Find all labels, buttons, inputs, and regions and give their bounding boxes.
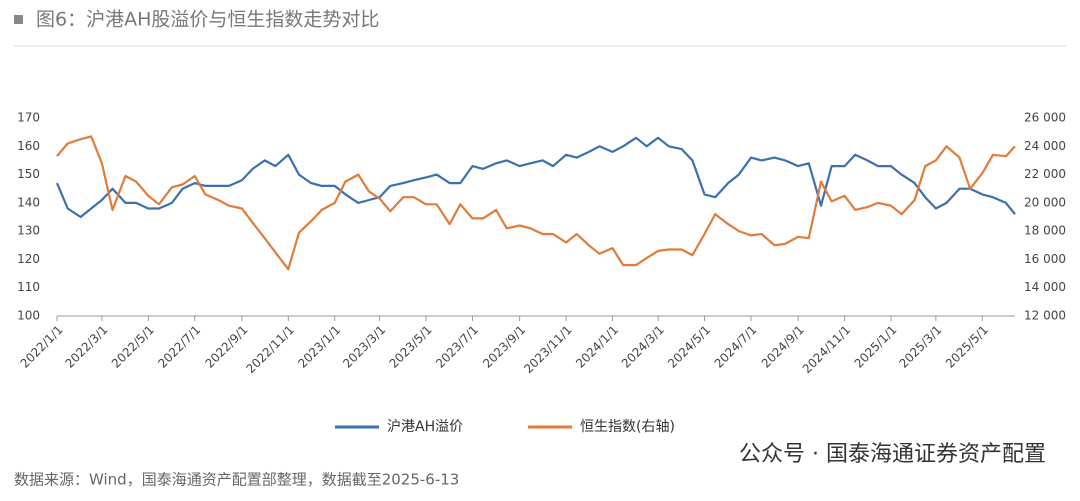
x-tick-label: 2023/3/1: [340, 323, 388, 371]
x-tick-label: 2022/1/1: [18, 323, 66, 371]
x-tick-label: 2023/9/1: [480, 323, 528, 371]
x-tick-label: 2024/11/1: [800, 323, 853, 376]
x-tick-label: 2024/7/1: [712, 323, 760, 371]
x-tick-label: 2023/1/1: [295, 323, 343, 371]
y2-tick-label: 18 000: [1024, 224, 1066, 238]
x-tick-label: 2022/9/1: [202, 323, 250, 371]
y-tick-label: 140: [17, 195, 40, 209]
x-tick-label: 2025/3/1: [896, 323, 944, 371]
x-tick-label: 2025/1/1: [852, 323, 900, 371]
y-tick-label: 160: [17, 139, 40, 153]
x-tick-label: 2025/5/1: [943, 323, 991, 371]
legend-label: 沪港AH溢价: [387, 419, 463, 435]
y2-tick-label: 12 000: [1024, 309, 1066, 323]
x-tick-label: 2023/7/1: [433, 323, 481, 371]
y2-tick-label: 24 000: [1024, 139, 1066, 153]
y-tick-label: 130: [17, 224, 40, 238]
y-tick-label: 120: [17, 252, 40, 266]
chart-title: 图6：沪港AH股溢价与恒生指数走势对比: [36, 9, 379, 31]
source: 数据来源：Wind，国泰海通资产配置部整理，数据截至2025-6-13: [14, 471, 459, 489]
legend-label: 恒生指数(右轴): [580, 419, 675, 435]
y2-tick-label: 14 000: [1024, 280, 1066, 294]
y-tick-label: 100: [17, 309, 40, 323]
watermark: 公众号 · 国泰海通证券资产配置: [739, 442, 1046, 467]
x-tick-label: 2022/11/1: [244, 323, 297, 376]
y-tick-label: 150: [17, 167, 40, 181]
x-tick-label: 2023/5/1: [387, 323, 435, 371]
x-tick-label: 2024/9/1: [759, 323, 807, 371]
x-tick-label: 2022/7/1: [155, 323, 203, 371]
y2-tick-label: 16 000: [1024, 252, 1066, 266]
title-marker: [14, 15, 23, 24]
series-line: [56, 135, 1016, 271]
series-line: [55, 136, 1016, 219]
x-tick-label: 2024/5/1: [665, 323, 713, 371]
y-tick-label: 110: [17, 280, 40, 294]
y2-tick-label: 22 000: [1024, 167, 1066, 181]
x-tick-label: 2024/1/1: [573, 323, 621, 371]
y2-tick-label: 26 000: [1024, 111, 1066, 125]
x-tick-label: 2022/3/1: [62, 323, 110, 371]
x-tick-label: 2022/5/1: [109, 323, 157, 371]
x-tick-label: 2024/3/1: [619, 323, 667, 371]
y-tick-label: 170: [17, 111, 40, 125]
y2-tick-label: 20 000: [1024, 195, 1066, 209]
x-tick-label: 2023/11/1: [521, 323, 574, 376]
